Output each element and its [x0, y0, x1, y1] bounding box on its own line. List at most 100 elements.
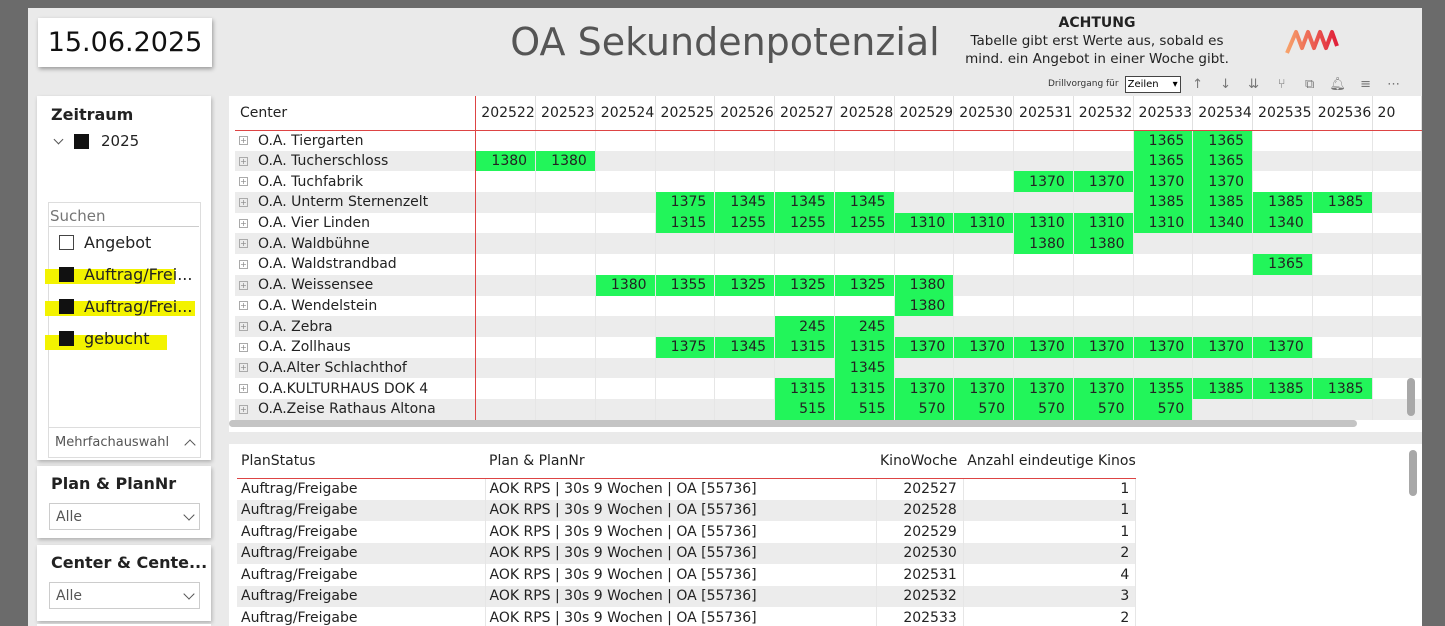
checkbox-checked[interactable]	[59, 267, 74, 282]
column-header-week[interactable]: 202524	[595, 96, 656, 131]
expand-icon[interactable]: +	[239, 342, 248, 352]
expand-icon[interactable]: +	[239, 239, 248, 249]
warning-box: ACHTUNG Tabelle gibt erst Werte aus, sob…	[960, 14, 1234, 68]
row-header[interactable]: + O.A. Zebra	[235, 316, 477, 337]
column-header-week[interactable]: 202536	[1312, 96, 1373, 131]
matrix-cell	[1252, 316, 1313, 337]
expand-icon[interactable]: +	[239, 197, 248, 207]
expand-icon[interactable]: +	[239, 301, 248, 311]
row-header[interactable]: + O.A. Waldstrandbad	[235, 254, 477, 275]
matrix-row: + O.A. Zebra 245 245	[235, 316, 1422, 337]
matrix-cell: 570	[1013, 398, 1074, 420]
expand-icon[interactable]: +	[239, 218, 248, 228]
detail-column-header[interactable]: Anzahl eindeutige Kinos	[963, 444, 1136, 479]
matrix-cell	[1073, 357, 1134, 379]
expand-icon[interactable]: +	[239, 384, 248, 394]
more-options-icon[interactable]: ⋯	[1387, 76, 1401, 92]
column-header-week[interactable]: 20	[1372, 96, 1422, 131]
vertical-scrollbar[interactable]	[1407, 378, 1415, 416]
matrix-cell	[595, 357, 656, 379]
chevron-up-icon[interactable]	[184, 438, 196, 451]
highlight-mark	[45, 269, 175, 284]
double-arrow-down-icon[interactable]: ⇊	[1248, 76, 1260, 92]
row-header[interactable]: + O.A.KULTURHAUS DOK 4	[235, 378, 477, 399]
column-header-week[interactable]: 202525	[655, 96, 716, 131]
matrix-cell: 1385	[1252, 378, 1313, 399]
row-header[interactable]: + O.A. Weissensee	[235, 274, 477, 296]
matrix-cell	[595, 254, 656, 275]
center-dropdown[interactable]: Alle	[49, 582, 200, 609]
column-header-week[interactable]: 202533	[1133, 96, 1194, 131]
row-header[interactable]: + O.A. Tucherschloss	[235, 150, 477, 172]
expand-icon[interactable]: +	[239, 156, 248, 166]
checkbox-unchecked[interactable]	[59, 235, 74, 250]
row-header[interactable]: + O.A. Vier Linden	[235, 212, 477, 234]
matrix-cell: 1370	[894, 336, 955, 358]
chevron-down-icon[interactable]	[53, 134, 64, 144]
row-header[interactable]: + O.A. Unterm Sternenzelt	[235, 192, 477, 213]
table-cell: 4	[963, 564, 1137, 586]
matrix-cell	[774, 357, 835, 379]
filter-icon[interactable]: ≡	[1360, 76, 1372, 92]
column-header-week[interactable]: 202523	[535, 96, 596, 131]
column-header-week[interactable]: 202535	[1252, 96, 1313, 131]
column-header-week[interactable]: 202531	[1013, 96, 1074, 131]
column-header-week[interactable]: 202532	[1073, 96, 1134, 131]
highlight-mark	[45, 301, 195, 316]
column-header-center[interactable]: Center	[235, 96, 477, 131]
matrix-cell	[894, 192, 955, 213]
checkbox-checked[interactable]	[59, 331, 74, 346]
matrix-cell	[535, 171, 596, 193]
option-gebucht[interactable]: gebucht	[59, 329, 150, 348]
center-name: O.A. Wendelstein	[258, 297, 378, 314]
expand-icon[interactable]: +	[239, 280, 248, 290]
row-header[interactable]: + O.A.Zeise Rathaus Altona	[235, 398, 477, 420]
option-angebot[interactable]: Angebot	[59, 233, 151, 252]
option-auftrag-1[interactable]: Auftrag/Frei...	[59, 265, 192, 284]
chevron-down-icon: ▾	[1172, 78, 1178, 90]
plan-dropdown[interactable]: Alle	[49, 503, 200, 530]
row-header[interactable]: + O.A. Wendelstein	[235, 295, 477, 317]
column-header-week[interactable]: 202527	[774, 96, 835, 131]
selection-mode-bar[interactable]: Mehrfachauswahl	[49, 427, 200, 457]
search-input[interactable]	[49, 205, 199, 227]
row-header[interactable]: + O.A. Zollhaus	[235, 336, 477, 358]
copy-icon[interactable]: ⧉	[1304, 76, 1315, 92]
detail-column-header[interactable]: Plan & PlanNr	[485, 444, 876, 479]
plan-slicer: Plan & PlanNr Alle	[37, 466, 211, 538]
matrix-cell	[894, 171, 955, 193]
expand-hierarchy-icon[interactable]: ⑂	[1277, 76, 1286, 92]
detail-column-header[interactable]: PlanStatus	[237, 444, 485, 479]
arrow-up-icon[interactable]: ↑	[1192, 76, 1204, 92]
expand-icon[interactable]: +	[239, 136, 248, 146]
column-header-week[interactable]: 202526	[714, 96, 776, 131]
checkbox-checked[interactable]	[74, 133, 89, 149]
horizontal-scrollbar[interactable]	[229, 420, 1357, 427]
column-header-week[interactable]: 202530	[953, 96, 1015, 131]
detail-column-header[interactable]: KinoWoche	[876, 444, 964, 479]
expand-icon[interactable]: +	[239, 322, 248, 332]
expand-icon[interactable]: +	[239, 177, 248, 187]
vertical-scrollbar[interactable]	[1409, 450, 1417, 496]
matrix-cell	[953, 316, 1015, 337]
arrow-down-icon[interactable]: ↓	[1220, 76, 1232, 92]
row-header[interactable]: + O.A. Waldbühne	[235, 233, 477, 255]
column-header-week[interactable]: 202522	[475, 96, 537, 131]
drill-select[interactable]: Zeilen ▾	[1124, 75, 1181, 93]
year-tree-item[interactable]: 2025	[53, 132, 139, 150]
expand-icon[interactable]: +	[239, 259, 248, 269]
expand-icon[interactable]: +	[239, 363, 248, 373]
bell-icon[interactable]: 🔔︎	[1329, 76, 1346, 92]
column-header-week[interactable]: 202534	[1192, 96, 1254, 131]
table-cell: 202527	[876, 478, 964, 500]
row-header[interactable]: + O.A.Alter Schlachthof	[235, 357, 477, 379]
column-header-week[interactable]: 202528	[834, 96, 895, 131]
row-header[interactable]: + O.A. Tiergarten	[235, 130, 477, 151]
option-auftrag-2[interactable]: Auftrag/Frei...	[59, 297, 192, 316]
expand-icon[interactable]: +	[239, 404, 248, 414]
matrix-cell	[714, 254, 776, 275]
row-header[interactable]: + O.A. Tuchfabrik	[235, 171, 477, 193]
matrix-cell	[1372, 336, 1422, 358]
column-header-week[interactable]: 202529	[894, 96, 955, 131]
checkbox-checked[interactable]	[59, 299, 74, 314]
